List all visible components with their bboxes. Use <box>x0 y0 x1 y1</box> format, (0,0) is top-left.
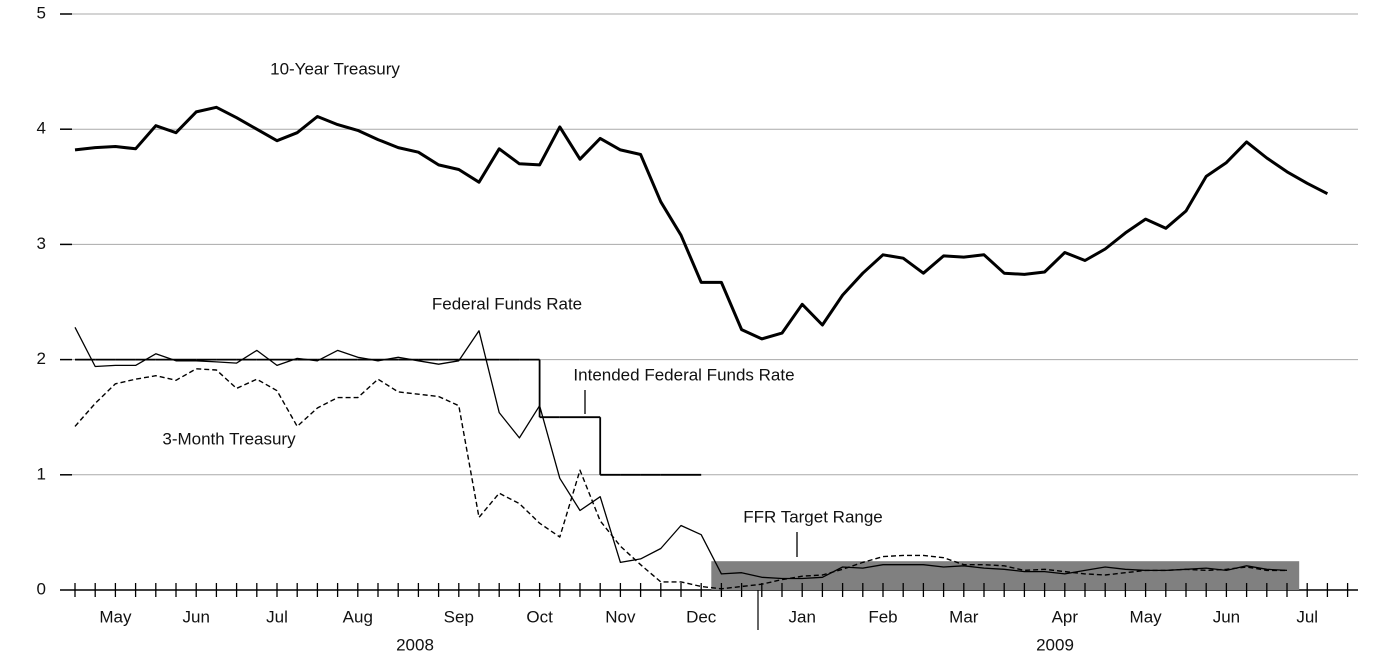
range-label: FFR Target Range <box>743 507 883 526</box>
x-tick-label: Feb <box>868 607 897 626</box>
series-line <box>74 105 1329 341</box>
x-tick-label: Dec <box>686 607 717 626</box>
x-tick-label: Jul <box>1296 607 1318 626</box>
x-tick-label: May <box>99 607 132 626</box>
x-tick-label: Mar <box>949 607 979 626</box>
series-line <box>74 327 1288 580</box>
y-tick-label: 5 <box>37 3 46 22</box>
x-tick-label: Aug <box>343 607 373 626</box>
series-label: Intended Federal Funds Rate <box>573 365 794 384</box>
x-tick-label: Apr <box>1052 607 1079 626</box>
year-label: 2008 <box>396 635 434 654</box>
x-tick-label: Nov <box>605 607 636 626</box>
y-tick-label: 4 <box>37 119 46 138</box>
x-tick-label: May <box>1130 607 1163 626</box>
y-tick-label: 2 <box>37 349 46 368</box>
series-label: 10-Year Treasury <box>270 59 400 78</box>
x-tick-label: Jul <box>266 607 288 626</box>
y-tick-label: 0 <box>37 579 46 598</box>
x-tick-label: Jun <box>1213 607 1240 626</box>
x-tick-label: Jun <box>182 607 209 626</box>
series-line <box>74 368 1287 590</box>
x-tick-label: Jan <box>788 607 815 626</box>
series-label: 3-Month Treasury <box>162 429 296 448</box>
y-tick-label: 1 <box>37 464 46 483</box>
series-label: Federal Funds Rate <box>432 294 582 313</box>
y-tick-label: 3 <box>37 234 46 253</box>
x-tick-label: Sep <box>444 607 474 626</box>
year-label: 2009 <box>1036 635 1074 654</box>
x-tick-label: Oct <box>526 607 553 626</box>
